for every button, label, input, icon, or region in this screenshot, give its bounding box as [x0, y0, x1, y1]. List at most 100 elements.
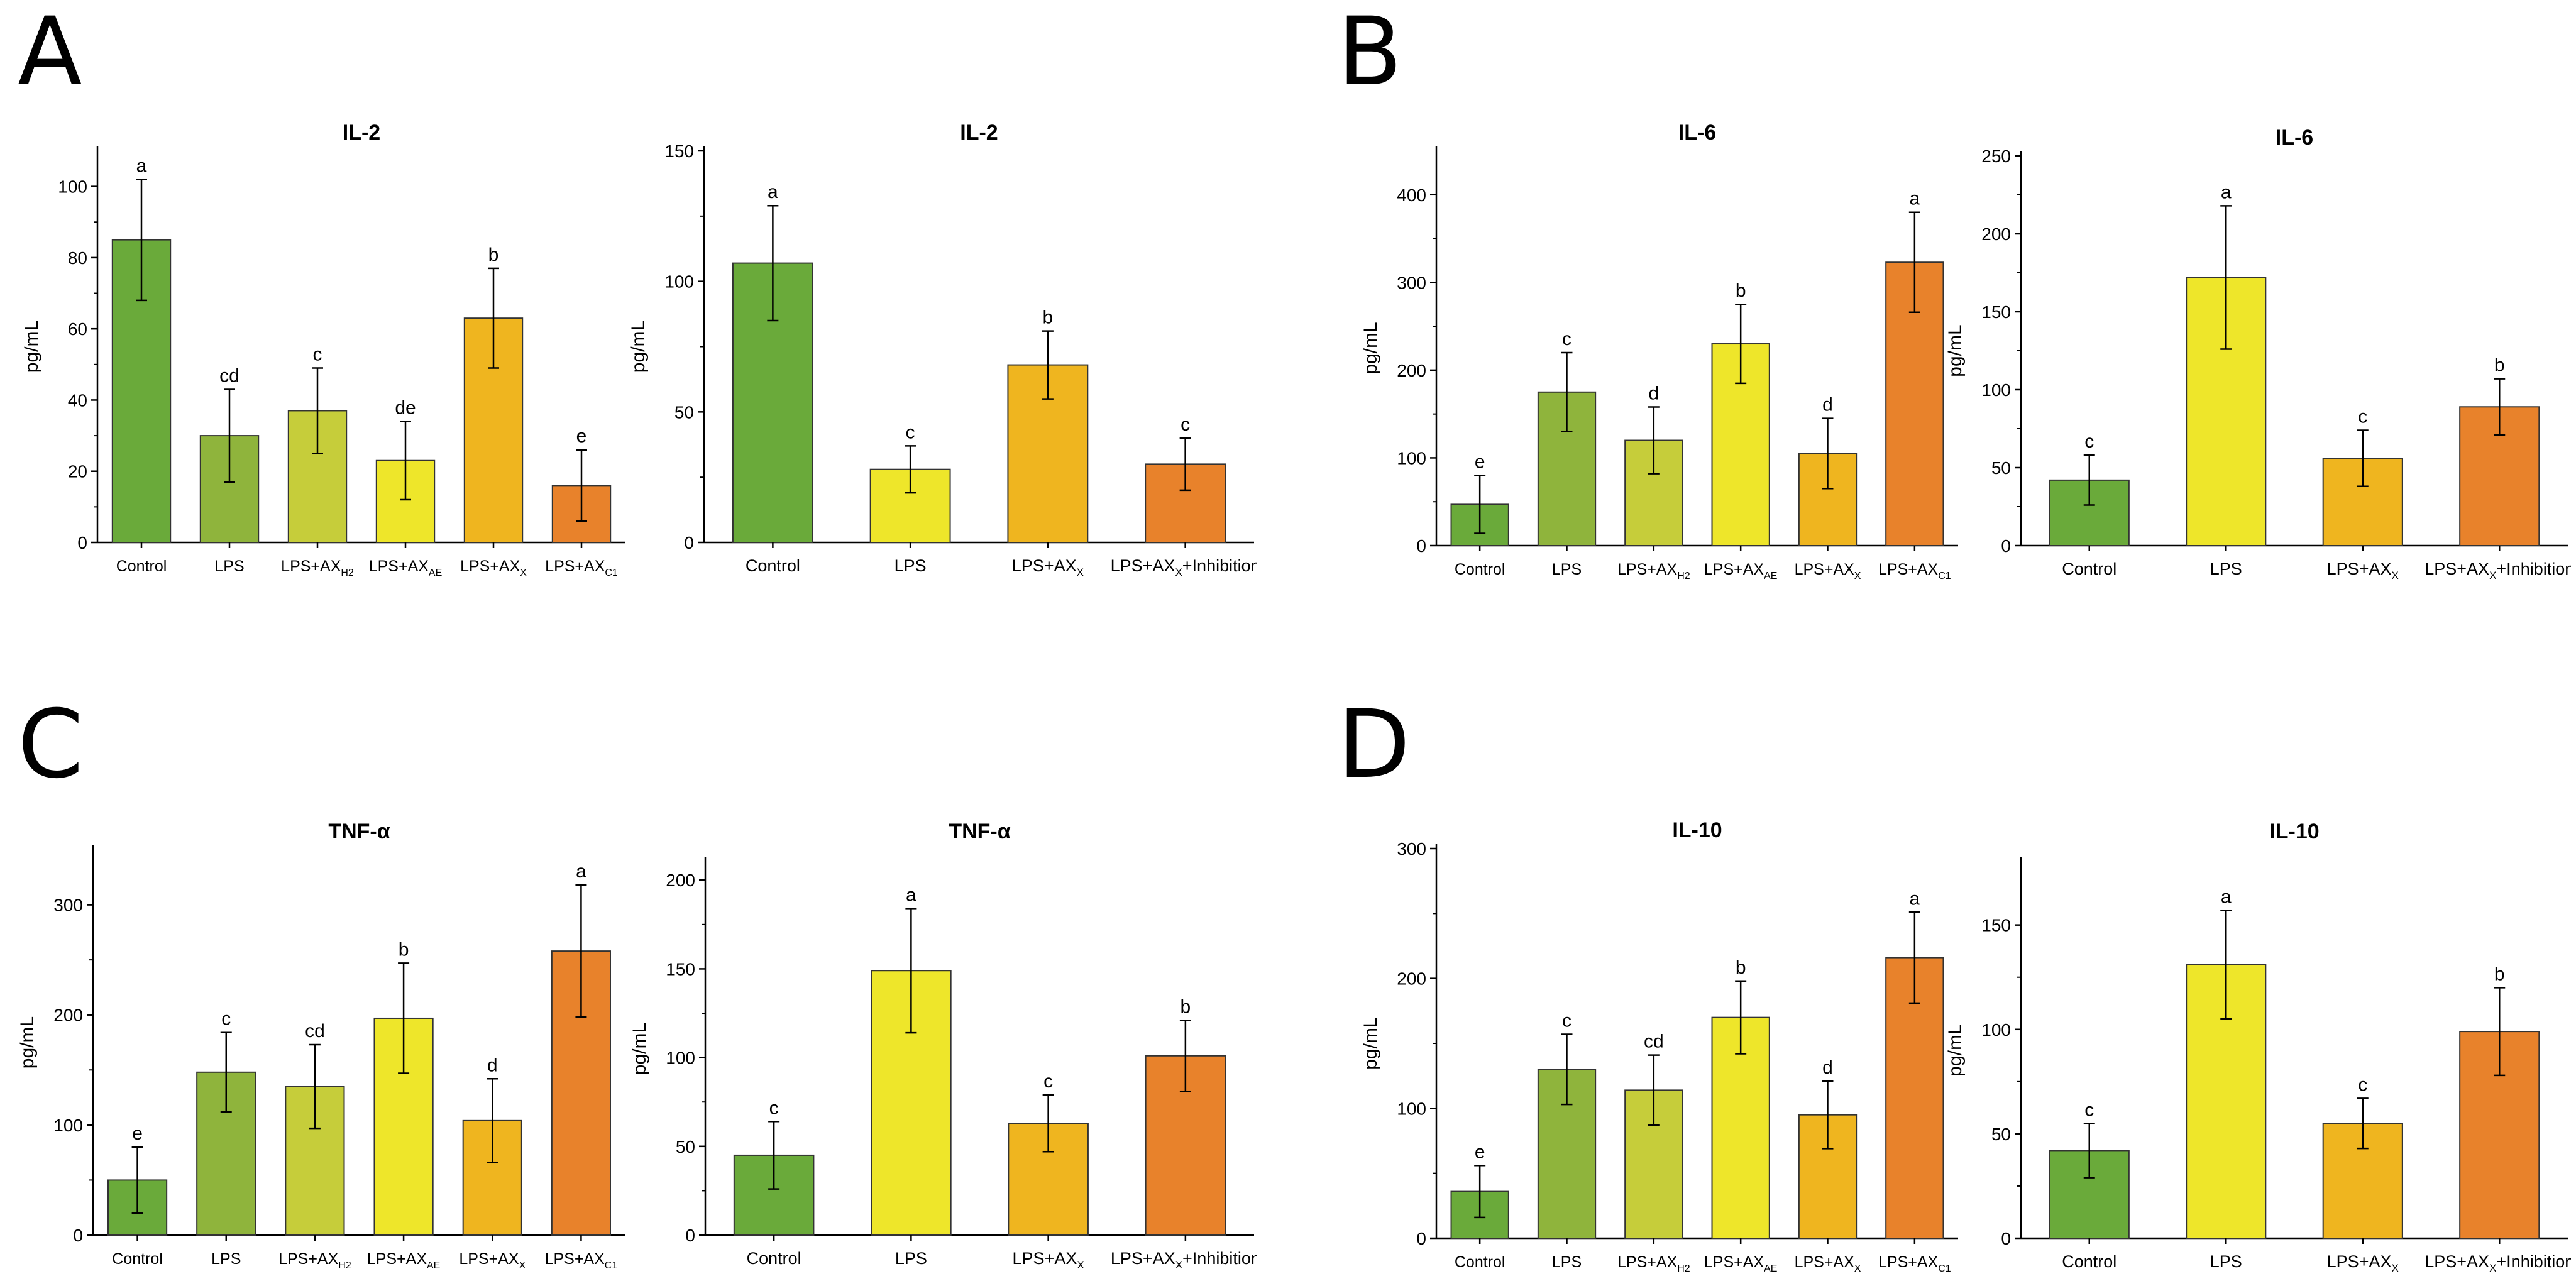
significance-letter: a — [768, 182, 778, 202]
significance-letter: c — [313, 344, 322, 365]
x-tick-label: Control — [2062, 559, 2116, 578]
y-axis-label: pg/mL — [1945, 324, 1966, 377]
x-tick-label: LPS+AXX+Inhibition — [1111, 1249, 1257, 1271]
y-axis-label: pg/mL — [21, 321, 42, 373]
x-tick-label: LPS — [211, 1250, 241, 1268]
y-tick-label: 250 — [1981, 146, 2011, 166]
x-tick-label: Control — [746, 556, 800, 575]
significance-letter: d — [1822, 395, 1833, 415]
significance-letter: e — [1475, 451, 1485, 472]
y-axis-label: pg/mL — [1945, 1024, 1966, 1076]
significance-letter: c — [1043, 1071, 1053, 1092]
x-tick-label: LPS+AXX — [1795, 561, 1861, 581]
y-tick-label: 300 — [1397, 839, 1426, 859]
significance-letter: c — [769, 1097, 779, 1118]
significance-letter: d — [1648, 383, 1659, 404]
panel-label-b: B — [1338, 0, 1402, 107]
significance-letter: de — [395, 397, 416, 418]
y-tick-label: 200 — [1397, 969, 1426, 989]
y-tick-label: 50 — [674, 402, 694, 422]
chart-title: IL-6 — [1678, 121, 1716, 145]
panel-label-a: A — [18, 0, 82, 107]
significance-letter: c — [1181, 414, 1190, 435]
significance-letter: c — [2358, 1074, 2367, 1095]
chart-il6-four-groups: IL-6 pg/mL 0 50 100 150 200 250 c Control a LPS c LPS… — [1945, 126, 2571, 581]
x-tick-label: LPS — [1552, 1253, 1582, 1271]
y-axis-label: pg/mL — [1360, 1017, 1381, 1069]
x-tick-label: LPS — [895, 1249, 927, 1268]
y-tick-label: 100 — [1981, 380, 2011, 400]
x-tick-label: LPS+AXX — [1013, 1249, 1084, 1271]
y-tick-label: 150 — [666, 959, 695, 979]
significance-letter: d — [487, 1055, 498, 1075]
y-tick-label: 40 — [68, 390, 87, 410]
x-tick-label: Control — [112, 1250, 163, 1268]
chart-tnfa-four-groups: TNF-α pg/mL 0 50 100 150 200 c Control a LPS c LPS+A… — [629, 820, 1257, 1271]
y-tick-label: 150 — [664, 141, 694, 161]
x-tick-label: LPS+AXAE — [1704, 1253, 1778, 1274]
x-tick-label: LPS+AXX — [2327, 559, 2399, 581]
significance-letter: c — [221, 1009, 231, 1030]
x-tick-label: LPS+AXX+Inhibition — [2425, 559, 2571, 581]
significance-letter: c — [1562, 329, 1571, 349]
panel-label-c: C — [18, 690, 84, 800]
y-tick-label: 50 — [1991, 1124, 2011, 1144]
y-tick-label: 20 — [68, 462, 87, 481]
y-tick-label: 0 — [73, 1226, 83, 1245]
chart-tnfa-six-groups: TNF-α pg/mL 0 100 200 300 e Control c LPS cd LPS+AX… — [17, 820, 625, 1271]
significance-letter: b — [2494, 355, 2505, 376]
y-axis-label: pg/mL — [629, 321, 649, 373]
significance-letter: c — [2084, 1099, 2094, 1120]
significance-letter: cd — [1644, 1031, 1664, 1052]
y-axis-label: pg/mL — [629, 1023, 650, 1075]
y-axis-label: pg/mL — [1360, 322, 1381, 374]
y-axis-label: pg/mL — [17, 1016, 38, 1069]
significance-letter: b — [1043, 307, 1054, 328]
y-tick-label: 0 — [77, 533, 87, 553]
y-tick-label: 200 — [1397, 361, 1426, 380]
significance-letter: e — [132, 1123, 143, 1144]
x-tick-label: LPS+AXX — [2327, 1252, 2399, 1274]
chart-title: IL-10 — [2269, 820, 2319, 844]
y-tick-label: 0 — [1416, 1229, 1426, 1248]
y-tick-label: 400 — [1397, 185, 1426, 205]
y-tick-label: 0 — [684, 533, 694, 553]
y-tick-label: 100 — [664, 272, 694, 292]
x-tick-label: LPS+AXX — [1012, 556, 1084, 578]
y-tick-label: 80 — [68, 248, 87, 268]
chart-title: IL-2 — [960, 121, 998, 145]
significance-letter: c — [2358, 406, 2367, 427]
chart-il10-four-groups: IL-10 pg/mL 0 50 100 150 c Control a LPS c LPS+AXX b… — [1945, 820, 2571, 1274]
significance-letter: b — [1181, 996, 1191, 1017]
chart-title: IL-10 — [1672, 818, 1722, 842]
y-tick-label: 100 — [1397, 1099, 1426, 1118]
x-tick-label: LPS+AXX — [1795, 1253, 1861, 1274]
significance-letter: b — [1736, 957, 1746, 978]
significance-letter: c — [906, 422, 915, 443]
bar — [1885, 261, 1944, 546]
significance-letter: b — [2494, 964, 2505, 984]
significance-letter: b — [1736, 280, 1746, 301]
chart-title: TNF-α — [328, 820, 390, 844]
significance-letter: a — [1909, 888, 1920, 909]
x-tick-label: LPS+AXH2 — [278, 1250, 351, 1271]
significance-letter: cd — [305, 1021, 325, 1042]
chart-il10-six-groups: IL-10 pg/mL 0 100 200 300 e Control c LPS cd LPS+AX… — [1360, 818, 1958, 1274]
chart-title: IL-2 — [343, 121, 380, 145]
x-tick-label: LPS+AXX — [460, 558, 527, 578]
y-tick-label: 100 — [1397, 448, 1426, 468]
y-tick-label: 100 — [1981, 1020, 2011, 1040]
y-tick-label: 0 — [685, 1226, 695, 1245]
y-tick-label: 50 — [1991, 458, 2011, 478]
x-tick-label: LPS+AXH2 — [1617, 1253, 1690, 1274]
x-tick-label: Control — [116, 558, 167, 575]
x-tick-label: Control — [1455, 561, 1505, 578]
x-tick-label: LPS — [214, 558, 244, 575]
chart-il2-six-groups: IL-2 pg/mL 0 20 40 60 80 100 a Control cd LPS c LPS+A… — [21, 121, 625, 578]
x-tick-label: LPS+AXC1 — [1878, 561, 1951, 581]
x-tick-label: LPS+AXAE — [1704, 561, 1778, 581]
x-tick-label: LPS+AXC1 — [545, 1250, 618, 1271]
y-tick-label: 100 — [58, 177, 87, 197]
significance-letter: a — [2221, 182, 2232, 202]
significance-letter: a — [906, 884, 916, 905]
